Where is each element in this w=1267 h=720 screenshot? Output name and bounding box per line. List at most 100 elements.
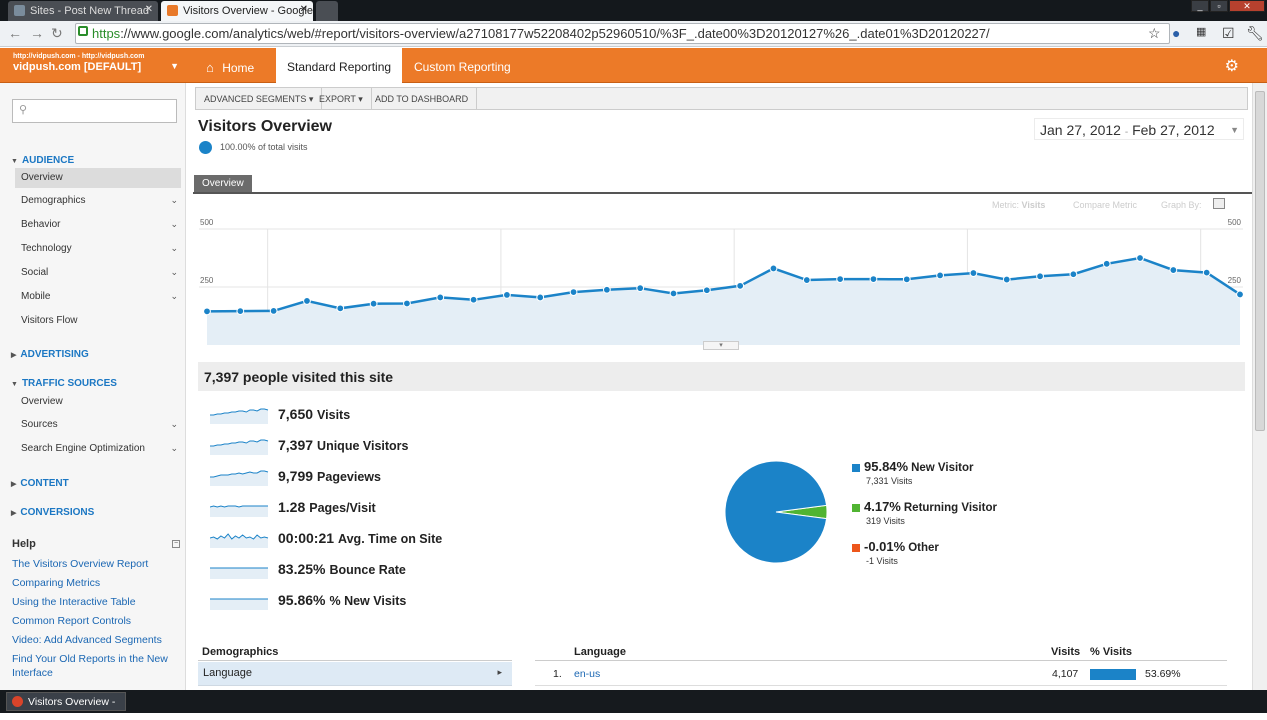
- custom-reporting-tab[interactable]: Custom Reporting: [414, 60, 511, 74]
- scroll-thumb[interactable]: [1255, 91, 1265, 431]
- page-scrollbar[interactable]: [1252, 83, 1267, 690]
- account-selector[interactable]: http://vidpush.com - http://vidpush.com …: [0, 48, 185, 83]
- back-icon[interactable]: ←: [8, 25, 22, 41]
- sidebar-item-mobile[interactable]: Mobile ⌄: [21, 291, 178, 302]
- data-point: [369, 299, 378, 308]
- help-link[interactable]: The Visitors Overview Report: [12, 558, 149, 570]
- sparkline-area: [210, 568, 268, 579]
- pie-slice: [724, 460, 828, 564]
- maximize-icon[interactable]: ▫: [1210, 0, 1228, 12]
- sidebar-item-visitors-flow[interactable]: Visitors Flow: [21, 315, 78, 326]
- extension-icon[interactable]: ●: [1172, 25, 1181, 41]
- chevron-down-icon: ⌄: [170, 443, 178, 453]
- language-link[interactable]: en-us: [574, 668, 601, 680]
- expand-icon: ▶: [11, 481, 17, 488]
- data-point: [1069, 270, 1078, 279]
- close-icon[interactable]: ✕: [144, 4, 153, 15]
- data-point: [1136, 254, 1144, 262]
- data-point: [1102, 259, 1111, 268]
- extension-icon[interactable]: ▦: [1196, 26, 1207, 38]
- add-to-dashboard-button[interactable]: ADD TO DASHBOARD: [367, 88, 478, 109]
- sparkline-area: [210, 440, 268, 455]
- collapse-icon[interactable]: −: [172, 540, 180, 548]
- sparkline-area: [210, 409, 268, 424]
- page-title: Visitors Overview: [198, 118, 332, 135]
- table-row: 1. en-us 4,107 53.69%: [535, 662, 1227, 686]
- data-point: [269, 306, 278, 315]
- help-link[interactable]: Using the Interactive Table: [12, 596, 136, 608]
- sparkline-line: [210, 470, 269, 478]
- tab-overview[interactable]: Overview: [194, 175, 252, 192]
- url-scheme: https: [92, 26, 121, 41]
- sparkline-line: [210, 505, 268, 508]
- section-advertising[interactable]: ▶ ADVERTISING: [11, 349, 89, 360]
- minimize-icon[interactable]: _: [1191, 0, 1209, 12]
- section-audience[interactable]: ▼ AUDIENCE: [11, 155, 75, 166]
- visitor-type-pie-chart[interactable]: [724, 460, 828, 564]
- data-point: [602, 285, 611, 294]
- sidebar-item-demographics[interactable]: Demographics ⌄: [21, 195, 178, 206]
- os-taskbar: Visitors Overview - ...: [0, 690, 1267, 720]
- sidebar-item-sources[interactable]: Sources ⌄: [21, 419, 178, 430]
- tab-title: Sites - Post New Thread: [30, 5, 150, 17]
- tab-favicon-icon: [14, 5, 25, 16]
- home-button[interactable]: ⌂ Home: [206, 48, 254, 83]
- y-tick-label: 500: [200, 218, 214, 227]
- export-button[interactable]: EXPORT ▾: [311, 88, 372, 109]
- segment-pie-icon: [199, 141, 212, 154]
- section-traffic-sources[interactable]: ▼ TRAFFIC SOURCES: [11, 378, 117, 389]
- account-name: vidpush.com [DEFAULT]: [13, 61, 142, 73]
- data-point: [702, 286, 711, 295]
- gear-icon[interactable]: ⚙: [1224, 58, 1239, 75]
- data-point: [769, 264, 778, 273]
- forward-icon[interactable]: →: [30, 25, 44, 41]
- browser-tab-sites[interactable]: Sites - Post New Thread ✕: [8, 1, 158, 21]
- data-point: [736, 281, 745, 290]
- section-content[interactable]: ▶ CONTENT: [11, 478, 69, 489]
- compare-metric-button[interactable]: Compare Metric: [1073, 200, 1138, 210]
- data-point: [902, 275, 911, 284]
- sparkline-icon: [210, 505, 268, 517]
- advanced-segments-button[interactable]: ADVANCED SEGMENTS ▾: [196, 88, 323, 109]
- help-link[interactable]: Comparing Metrics: [12, 577, 101, 589]
- browser-tab-analytics[interactable]: Visitors Overview - Google A ✕: [161, 1, 313, 21]
- sidebar-item-technology[interactable]: Technology ⌄: [21, 243, 178, 254]
- chart-resize-handle[interactable]: ▾: [703, 341, 739, 350]
- date-range-picker[interactable]: Jan 27, 2012 - Feb 27, 2012 ▼: [1034, 118, 1244, 140]
- taskbar-item-chrome[interactable]: Visitors Overview - ...: [6, 692, 126, 720]
- checkmark-icon[interactable]: ☑: [1222, 25, 1235, 41]
- window-close-icon[interactable]: ✕: [1229, 0, 1265, 12]
- chevron-down-icon: ▼: [1230, 125, 1239, 135]
- search-input[interactable]: ⚲: [12, 99, 177, 123]
- sidebar-item-behavior[interactable]: Behavior ⌄: [21, 219, 178, 230]
- demographics-language-row[interactable]: Language ▸: [198, 662, 512, 686]
- reload-icon[interactable]: ↻: [51, 25, 63, 41]
- analytics-topnav: http://vidpush.com - http://vidpush.com …: [0, 48, 1267, 83]
- metric-selector[interactable]: Metric: Visits: [992, 200, 1046, 210]
- sidebar-item-overview[interactable]: Overview: [15, 168, 181, 188]
- sidebar-item-social[interactable]: Social ⌄: [21, 267, 178, 278]
- chevron-down-icon: ⌄: [170, 219, 178, 229]
- help-link[interactable]: Video: Add Advanced Segments: [12, 634, 162, 646]
- url-field[interactable]: https://www.google.com/analytics/web/#re…: [75, 23, 1170, 44]
- data-point: [636, 284, 645, 293]
- wrench-icon[interactable]: 🔧︎: [1246, 25, 1264, 41]
- new-tab-button[interactable]: [316, 1, 338, 21]
- star-icon[interactable]: ☆: [1148, 25, 1161, 41]
- visits-line-chart[interactable]: 250250500500Jan 29Feb 5Feb 12Feb 19Feb 2…: [191, 213, 1247, 345]
- metric-row: 7,397 Unique Visitors: [210, 435, 630, 457]
- sparkline-area: [210, 471, 268, 486]
- sidebar-item-traffic-overview[interactable]: Overview: [21, 396, 63, 407]
- close-icon[interactable]: ✕: [299, 4, 308, 15]
- metric-label: Unique Visitors: [317, 439, 409, 453]
- help-link[interactable]: Common Report Controls: [12, 615, 132, 627]
- sidebar-item-seo[interactable]: Search Engine Optimization ⌄: [21, 443, 178, 454]
- help-link[interactable]: Find Your Old Reports in the New Interfa…: [12, 653, 168, 679]
- sparkline-area: [210, 506, 268, 517]
- section-conversions[interactable]: ▶ CONVERSIONS: [11, 507, 95, 518]
- report-main: ADVANCED SEGMENTS ▾ EXPORT ▾ ADD TO DASH…: [186, 83, 1267, 690]
- chevron-down-icon: ▾: [358, 94, 363, 104]
- standard-reporting-tab[interactable]: Standard Reporting: [276, 48, 403, 83]
- url-rest: ://www.google.com/analytics/web/#report/…: [120, 26, 990, 41]
- graph-type-icon[interactable]: [1213, 198, 1225, 209]
